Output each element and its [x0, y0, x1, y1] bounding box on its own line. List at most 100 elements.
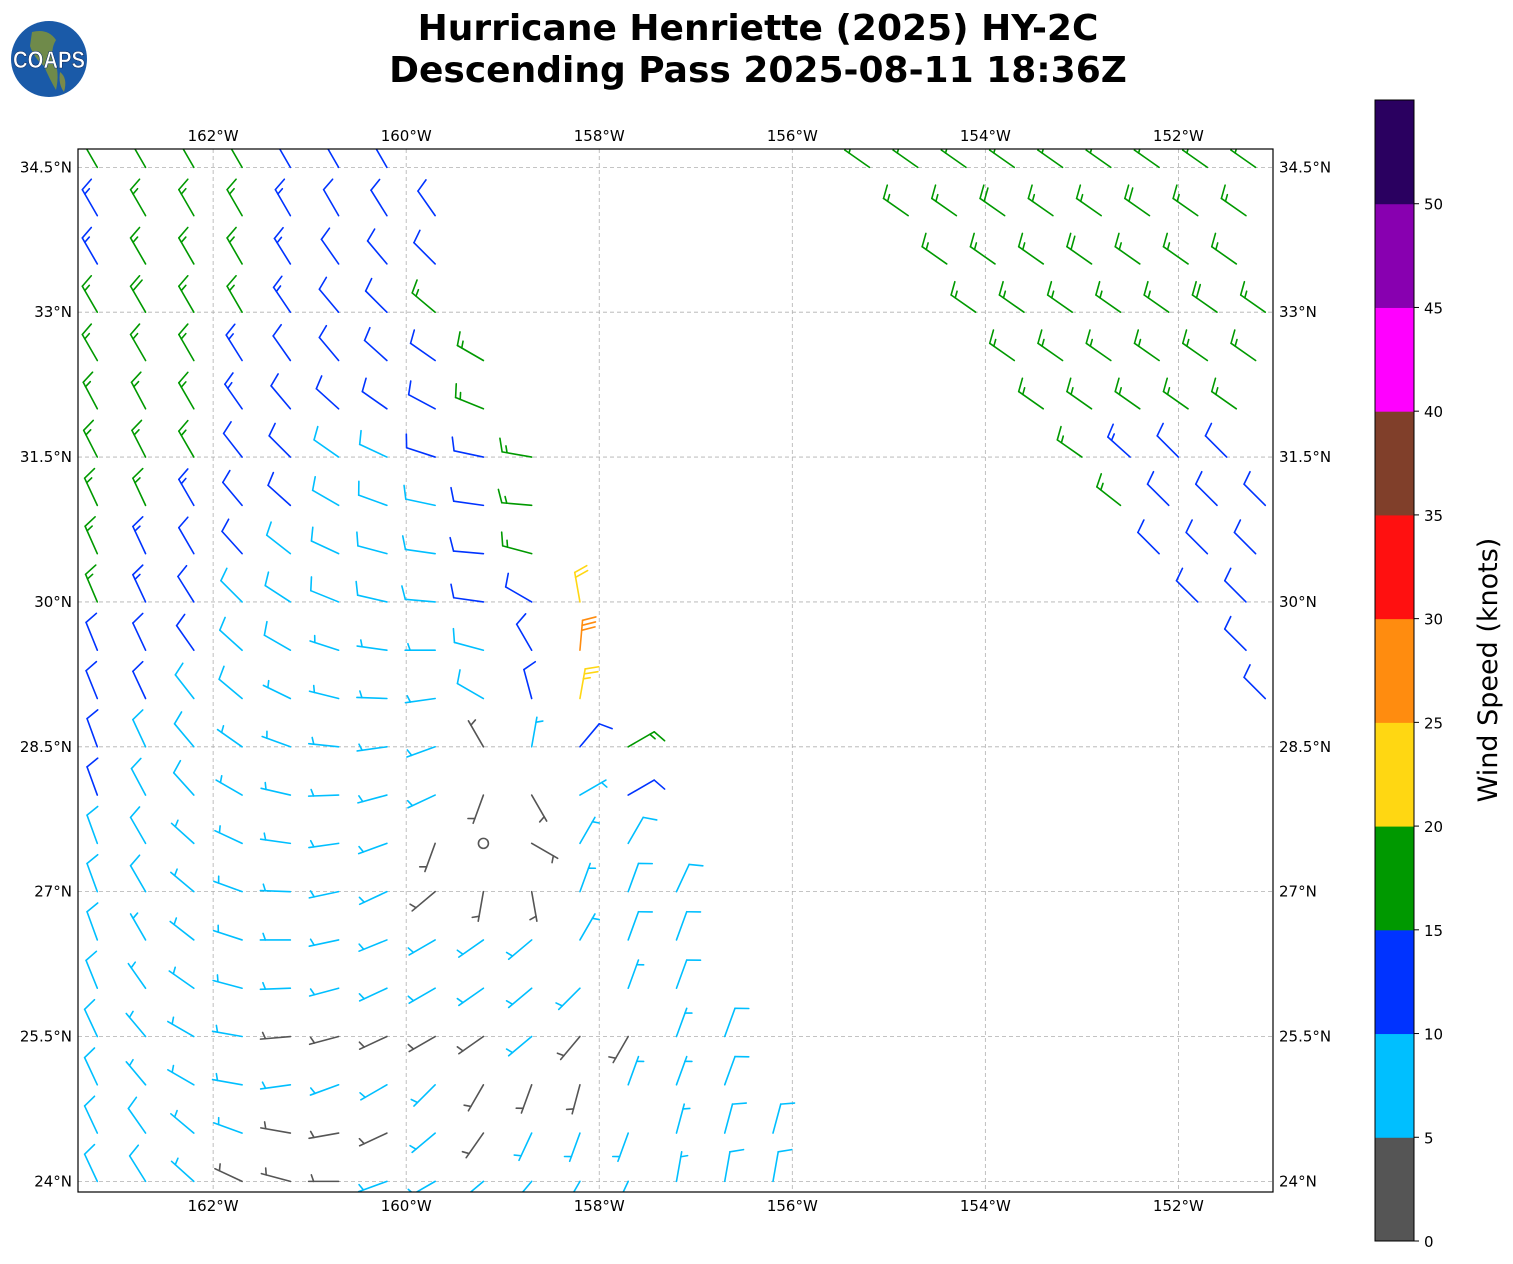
wind-barb [81, 178, 99, 217]
wind-barb [361, 377, 388, 410]
barb-full-feather [450, 583, 455, 599]
wind-barb [467, 794, 485, 825]
wind-barb [772, 1148, 793, 1183]
colorbar-tick-label: 5 [1424, 1129, 1434, 1147]
wind-barb [627, 779, 666, 796]
barb-half-feather [134, 573, 141, 581]
barb-half-feather [262, 932, 267, 941]
wind-barb [723, 1102, 748, 1134]
barb-half-feather [1021, 387, 1026, 396]
wind-barb [1075, 184, 1102, 217]
wind-barb [409, 329, 436, 362]
barb-full-feather [456, 669, 461, 685]
wind-barb [401, 585, 436, 603]
wind-barb [259, 832, 292, 845]
wind-barb [307, 788, 340, 797]
barb-half-feather [456, 1046, 464, 1052]
barb-half-feather [180, 187, 187, 195]
wind-barb [356, 690, 388, 700]
barb-half-feather [406, 695, 412, 703]
wind-barb [529, 890, 538, 922]
colorbar-tick-label: 40 [1424, 403, 1443, 421]
barb-full-feather [979, 184, 985, 200]
barb-shaft [627, 816, 645, 845]
wind-barb [268, 422, 292, 458]
barb-half-feather [128, 1058, 134, 1067]
barb-full-feather [132, 279, 143, 292]
wind-barb [401, 535, 436, 555]
barb-shaft [675, 910, 688, 941]
wind-barb [132, 612, 147, 652]
lat-tick-label-left: 30°N [34, 593, 72, 611]
barb-full-feather [882, 184, 889, 200]
barb-half-feather [171, 1016, 175, 1025]
barb-full-feather [221, 518, 230, 533]
barb-shaft [409, 342, 436, 362]
barb-half-feather [277, 187, 284, 195]
lat-tick-label-right: 31.5°N [1279, 448, 1331, 466]
barb-full-feather [82, 419, 95, 432]
barb-full-feather [1017, 232, 1024, 248]
lat-tick-label-right: 33°N [1279, 303, 1317, 321]
barb-half-feather [1031, 193, 1036, 203]
barb-full-feather [128, 1144, 140, 1157]
barb-full-feather [313, 425, 319, 441]
barb-half-feather [180, 332, 187, 340]
wind-barb [452, 627, 485, 652]
wind-barb [129, 274, 147, 314]
barb-shaft [364, 290, 388, 314]
barb-shaft [311, 489, 340, 507]
barb-shaft [178, 526, 195, 555]
barb-half-feather [180, 477, 187, 485]
barb-shaft [404, 548, 436, 555]
wind-barb [844, 149, 871, 169]
wind-barb [454, 382, 485, 410]
barb-half-feather [134, 477, 141, 484]
lon-tick-label-top: 158°W [574, 127, 625, 145]
barb-half-feather [261, 1031, 267, 1040]
barb-half-feather [133, 380, 140, 388]
barb-half-feather [310, 788, 315, 797]
barb-full-feather [407, 380, 412, 396]
barb-shaft [86, 814, 99, 845]
wind-barb [308, 839, 340, 849]
barb-half-feather [84, 236, 91, 244]
barb-full-feather [85, 612, 98, 624]
barb-shaft [361, 390, 388, 410]
barb-shaft [358, 443, 388, 458]
wind-barb [1223, 615, 1247, 652]
barb-half-feather [312, 684, 316, 694]
wind-barb [375, 149, 388, 169]
wind-barb [318, 276, 340, 314]
barb-shaft [310, 589, 340, 603]
barb-shaft [220, 579, 243, 603]
barb-shaft [1204, 435, 1228, 458]
colorbar-tick-label: 45 [1424, 299, 1443, 317]
barb-full-feather [226, 226, 237, 239]
barb-shaft [327, 149, 340, 169]
barb-half-feather [1089, 149, 1093, 154]
barb-full-feather [129, 806, 141, 819]
wind-barb [404, 642, 436, 652]
wind-barb [308, 1130, 340, 1140]
wind-barb [81, 226, 99, 265]
wind-barb [1066, 377, 1093, 410]
wind-barb [456, 669, 485, 700]
lon-tick-label-bottom: 160°W [381, 1197, 432, 1215]
barb-shaft [132, 622, 147, 652]
wind-barb [178, 516, 195, 555]
barb-half-feather [504, 495, 508, 504]
barb-half-feather [309, 890, 315, 898]
barb-full-feather [83, 1095, 96, 1107]
barb-full-feather [175, 613, 186, 627]
barb-shaft [1185, 531, 1209, 555]
barb-shaft [452, 500, 485, 507]
barb-full-feather [132, 467, 144, 479]
colorbar-segment [1375, 307, 1414, 412]
wind-barb [1143, 280, 1170, 314]
wind-barb [407, 380, 436, 410]
barb-shaft [320, 238, 340, 265]
barb-full-feather [1075, 184, 1082, 200]
wind-barb [1181, 149, 1209, 169]
lat-tick-label-right: 34.5°N [1279, 158, 1331, 176]
